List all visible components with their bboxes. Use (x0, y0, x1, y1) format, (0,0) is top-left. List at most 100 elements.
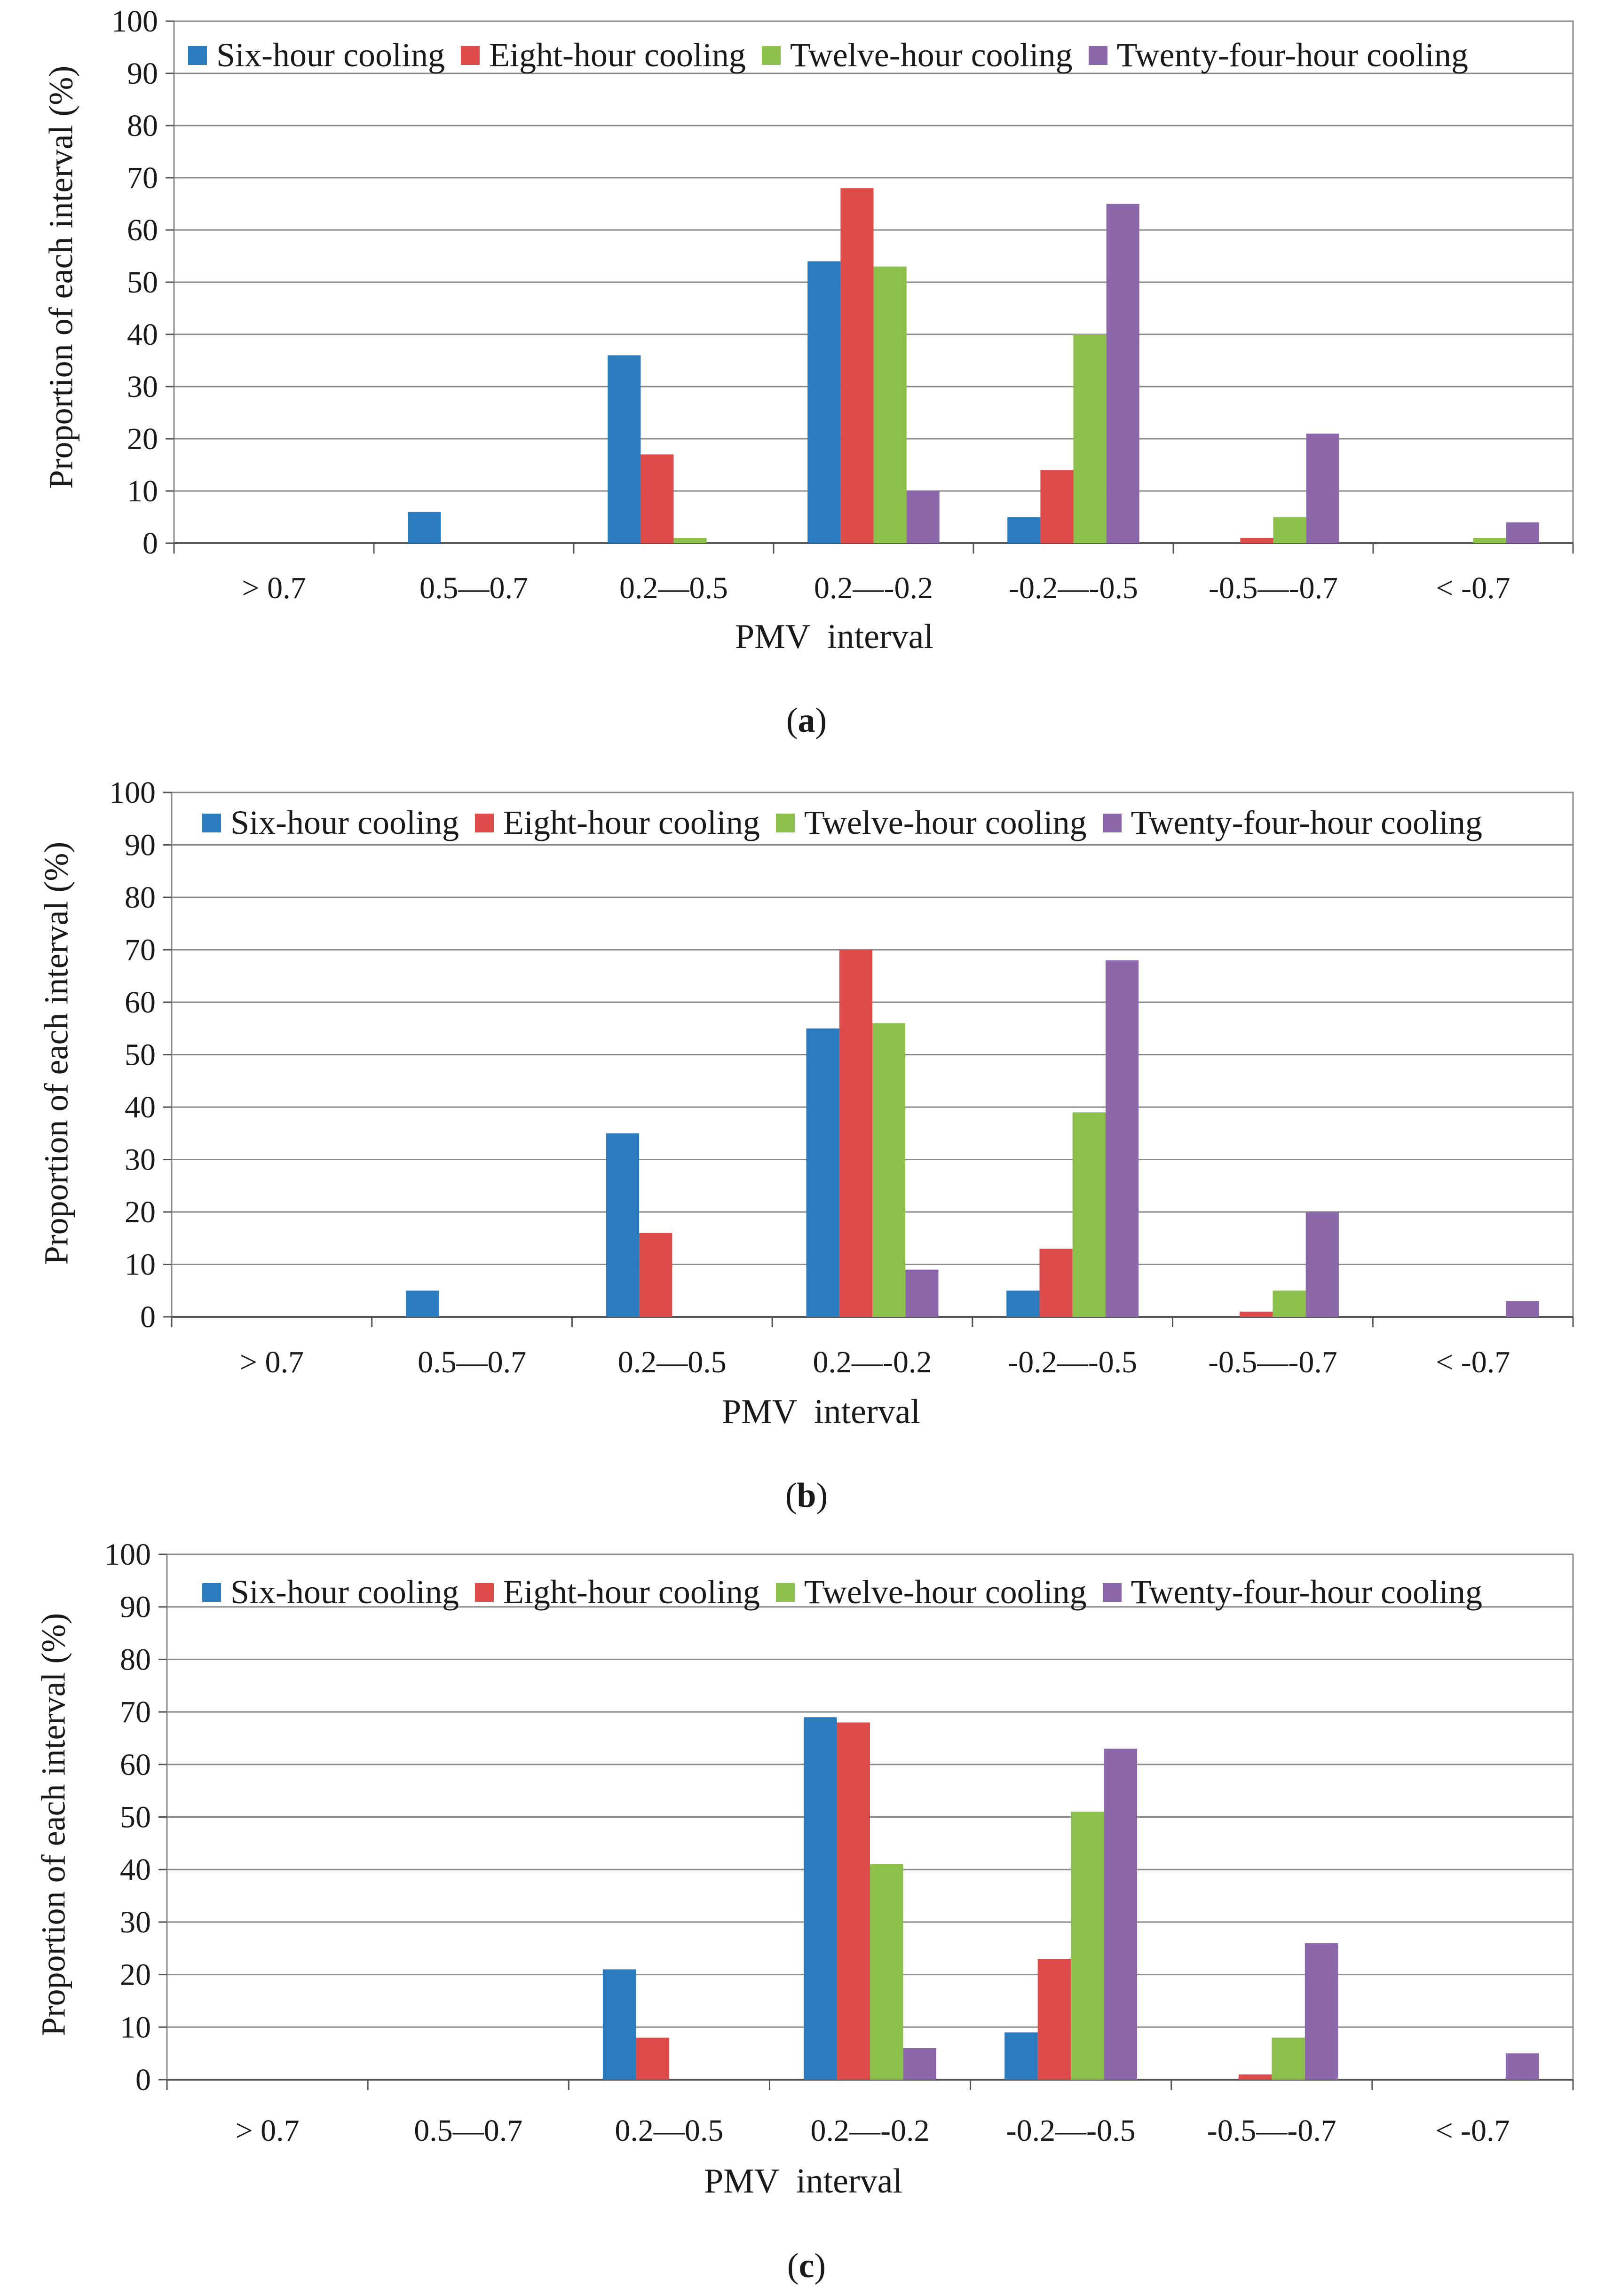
y-tick-label: 100 (111, 4, 158, 39)
bar-six (602, 1969, 636, 2080)
legend-swatch-eight (474, 1583, 494, 1602)
legend-swatch-twentyfour (1102, 1583, 1122, 1602)
caption-letter: a (798, 701, 815, 740)
bar-twelve (673, 538, 707, 543)
chart-svg-b: 0 10 20 30 40 50 60 70 80 90 100 > 0.7 0.5—0.7 0.2—0.… (109, 776, 1574, 1379)
y-tick-label: 50 (125, 1038, 156, 1072)
legend-swatch-twelve (775, 813, 795, 832)
chart-panel-c: 0 10 20 30 40 50 60 70 80 90 100 > 0.7 0.5—0.7 0.2—0.… (0, 1533, 1613, 2296)
legend-c: Six-hour cooling Eight-hour cooling Twel… (202, 1573, 1482, 1612)
bar-six (807, 261, 841, 543)
x-tick-label: < -0.7 (1436, 571, 1510, 605)
legend-entry-eight: Eight-hour cooling (460, 36, 746, 75)
bar-twentyfour (1505, 2053, 1539, 2080)
legend-b: Six-hour cooling Eight-hour cooling Twel… (202, 803, 1482, 842)
bar-twentyfour (1105, 960, 1139, 1317)
y-axis-title-c: Proportion of each interval (%) (34, 1613, 72, 2036)
chart-panel-b: 0 10 20 30 40 50 60 70 80 90 100 > 0.7 0.5—0.7 0.2—0.… (0, 771, 1613, 1524)
bar-eight (640, 454, 674, 543)
legend-entry-twelve: Twelve-hour cooling (775, 803, 1087, 842)
y-tick-label: 50 (127, 265, 158, 300)
x-tick-label: -0.2—-0.5 (1008, 1345, 1137, 1379)
bar-six (804, 1717, 837, 2080)
x-tick-label: > 0.7 (240, 1345, 304, 1379)
bar-eight (1238, 2074, 1272, 2080)
x-tick-label: -0.5—-0.7 (1207, 2114, 1336, 2148)
y-tick-label: 40 (127, 317, 158, 352)
x-tick-label: 0.5—0.7 (414, 2114, 522, 2148)
x-axis-title-c: PMV interval (704, 2162, 903, 2201)
bar-eight (1040, 470, 1074, 543)
y-tick-label: 100 (109, 776, 156, 810)
y-tick-label: 80 (125, 880, 156, 915)
caption-close-paren: ) (816, 1476, 828, 1515)
bar-twelve (1272, 2037, 1305, 2080)
bar-eight (636, 2037, 669, 2080)
x-axis-title-a: PMV interval (735, 618, 934, 656)
caption-letter: b (797, 1476, 816, 1515)
chart-panel-a: 0 10 20 30 40 50 60 70 80 90 100 > 0.7 0.5—0.7 0.2—0.… (0, 0, 1613, 740)
caption-close-paren: ) (814, 2247, 826, 2285)
y-tick-label: 70 (127, 161, 158, 195)
legend-entry-twentyfour: Twenty-four-hour cooling (1102, 1573, 1482, 1612)
x-tick-label: 0.2—-0.2 (814, 571, 933, 605)
y-tick-label: 10 (127, 474, 158, 508)
y-axis-title-b: Proportion of each interval (%) (37, 841, 75, 1265)
y-tick-label: 80 (120, 1642, 151, 1677)
y-tick-label: 10 (125, 1248, 156, 1282)
bar-six (606, 1133, 640, 1317)
legend-label-eight: Eight-hour cooling (489, 36, 746, 74)
bar-six (406, 1291, 439, 1317)
legend-label-six: Six-hour cooling (216, 36, 445, 74)
figure-caption-a: (a) (786, 701, 827, 741)
y-tick-label: 50 (120, 1800, 151, 1835)
bar-twentyfour (1104, 1749, 1138, 2080)
x-tick-label: -0.5—-0.7 (1209, 571, 1338, 605)
legend-label-twentyfour: Twenty-four-hour cooling (1131, 1573, 1482, 1611)
y-tick-label: 60 (125, 985, 156, 1020)
x-axis-title-b: PMV interval (721, 1393, 921, 1431)
caption-open-paren: ( (785, 1476, 797, 1515)
bar-twelve (873, 266, 907, 543)
x-tick-label: -0.5—-0.7 (1208, 1345, 1337, 1379)
y-tick-label: 20 (125, 1195, 156, 1229)
bar-eight (840, 188, 874, 543)
legend-entry-twentyfour: Twenty-four-hour cooling (1088, 36, 1468, 75)
bar-twelve (1072, 1112, 1106, 1317)
y-tick-label: 40 (125, 1090, 156, 1124)
y-tick-label: 40 (120, 1853, 151, 1887)
x-tick-label: 0.2—0.5 (618, 1345, 727, 1379)
bar-six (608, 355, 641, 543)
chart-svg-a: 0 10 20 30 40 50 60 70 80 90 100 > 0.7 0.5—0.7 0.2—0.… (111, 4, 1574, 605)
x-tick-label: > 0.7 (235, 2114, 299, 2148)
y-tick-label: 30 (120, 1905, 151, 1940)
legend-entry-twentyfour: Twenty-four-hour cooling (1102, 803, 1482, 842)
legend-label-twelve: Twelve-hour cooling (804, 1573, 1087, 1611)
x-tick-label: 0.5—0.7 (419, 571, 528, 605)
bar-twentyfour (1506, 522, 1539, 543)
figure-caption-c: (c) (787, 2246, 826, 2286)
legend-label-eight: Eight-hour cooling (503, 1573, 760, 1611)
caption-letter: c (799, 2247, 814, 2285)
legend-swatch-eight (460, 46, 480, 65)
bar-twentyfour (1506, 1301, 1539, 1317)
x-tick-label: 0.5—0.7 (418, 1345, 526, 1379)
legend-entry-twelve: Twelve-hour cooling (761, 36, 1073, 75)
caption-open-paren: ( (786, 701, 798, 740)
y-tick-label: 70 (120, 1695, 151, 1729)
bar-eight (1037, 1959, 1071, 2080)
y-tick-label: 60 (127, 213, 158, 247)
legend-a: Six-hour cooling Eight-hour cooling Twel… (188, 36, 1468, 75)
legend-swatch-twelve (775, 1583, 795, 1602)
y-tick-label: 10 (120, 2010, 151, 2044)
x-tick-label: 0.2—-0.2 (811, 2114, 930, 2148)
legend-label-six: Six-hour cooling (230, 804, 459, 841)
bar-twentyfour (1305, 1212, 1339, 1317)
bar-eight (839, 950, 872, 1317)
x-tick-label: 0.2—0.5 (615, 2114, 723, 2148)
bar-twentyfour (1305, 1943, 1338, 2080)
x-tick-label: 0.2—-0.2 (813, 1345, 932, 1379)
legend-label-six: Six-hour cooling (230, 1573, 459, 1611)
y-tick-label: 0 (142, 526, 158, 561)
y-tick-label: 100 (104, 1537, 151, 1572)
